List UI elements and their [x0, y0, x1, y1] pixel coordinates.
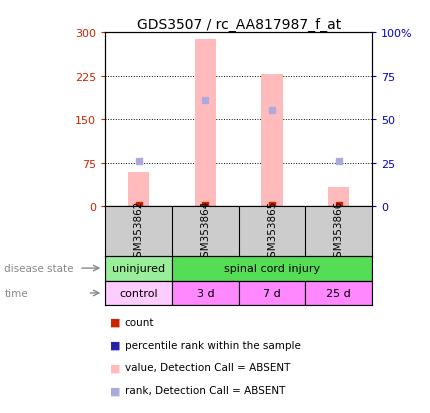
Text: ■: ■: [110, 340, 120, 350]
Text: GSM353862: GSM353862: [134, 199, 144, 263]
Text: GSM353866: GSM353866: [334, 199, 344, 263]
Title: GDS3507 / rc_AA817987_f_at: GDS3507 / rc_AA817987_f_at: [137, 18, 341, 32]
Bar: [305, 281, 372, 306]
Bar: [105, 256, 172, 281]
Text: ■: ■: [110, 317, 120, 327]
Bar: [328, 188, 349, 206]
Bar: [105, 281, 172, 306]
Bar: [239, 281, 305, 306]
Text: 3 d: 3 d: [197, 288, 214, 298]
Text: disease state: disease state: [4, 263, 74, 273]
Text: control: control: [120, 288, 158, 298]
Text: count: count: [125, 317, 154, 327]
Text: percentile rank within the sample: percentile rank within the sample: [125, 340, 301, 350]
Text: GSM353864: GSM353864: [200, 199, 210, 263]
Text: ■: ■: [110, 363, 120, 373]
Text: spinal cord injury: spinal cord injury: [224, 263, 320, 273]
Text: 25 d: 25 d: [326, 288, 351, 298]
Bar: [261, 75, 283, 206]
Text: 7 d: 7 d: [263, 288, 281, 298]
Text: GSM353865: GSM353865: [267, 199, 277, 263]
Text: uninjured: uninjured: [112, 263, 165, 273]
Text: value, Detection Call = ABSENT: value, Detection Call = ABSENT: [125, 363, 290, 373]
Text: time: time: [4, 288, 28, 298]
Bar: [172, 256, 372, 281]
Bar: [195, 40, 216, 207]
Bar: [172, 281, 239, 306]
Text: rank, Detection Call = ABSENT: rank, Detection Call = ABSENT: [125, 385, 285, 395]
Text: ■: ■: [110, 385, 120, 395]
Bar: [128, 173, 149, 206]
